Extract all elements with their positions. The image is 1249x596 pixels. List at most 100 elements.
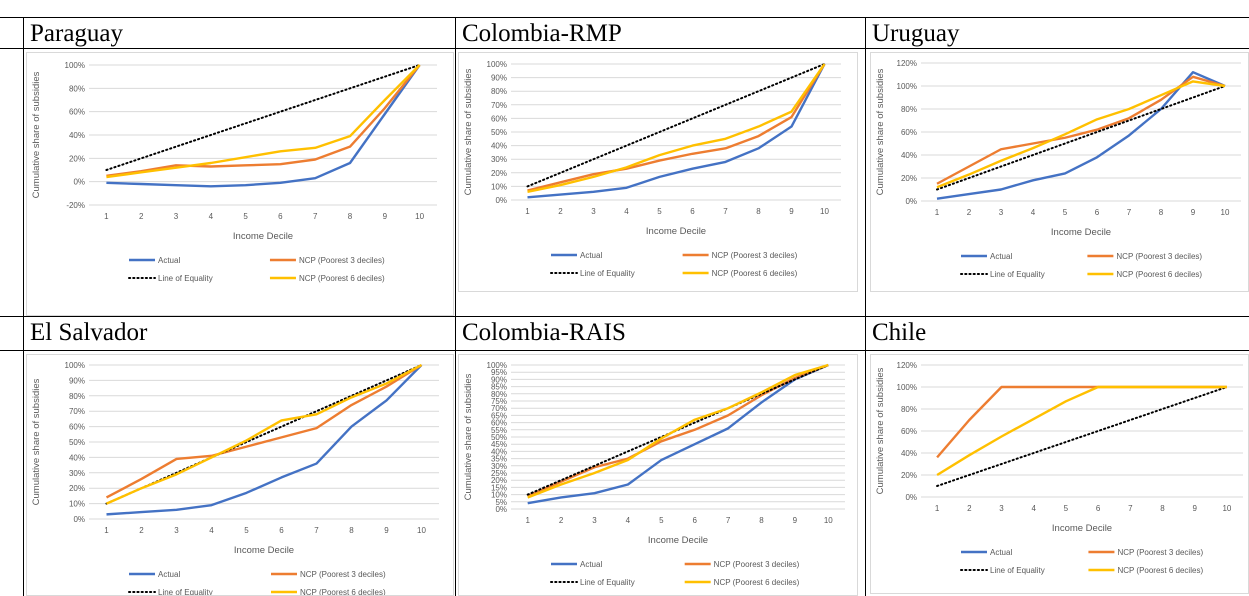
series-line	[106, 364, 423, 516]
x-tick-label: 10	[820, 207, 829, 216]
series-line	[936, 386, 1228, 487]
y-tick-label: 100%	[487, 361, 507, 370]
y-axis-title: Cumulative share of subsidies	[463, 373, 474, 500]
chart-cell: El Salvador	[24, 316, 455, 596]
legend-label: NCP (Poorest 3 deciles)	[714, 560, 800, 569]
y-tick-label: 20%	[901, 174, 917, 183]
y-tick-label: 15%	[491, 483, 507, 492]
y-tick-label: 45%	[491, 440, 507, 449]
series-line	[106, 363, 423, 505]
x-tick-label: 2	[139, 212, 144, 221]
chart-cell: Paraguay	[24, 17, 455, 316]
y-tick-label: 60%	[901, 427, 917, 436]
x-tick-label: 2	[967, 504, 972, 513]
y-axis-title: Cumulative share of subsidies	[875, 68, 886, 195]
x-tick-label: 3	[592, 516, 597, 525]
x-tick-label: 4	[1031, 504, 1036, 513]
x-tick-label: 1	[935, 208, 940, 217]
legend-label: NCP (Poorest 6 deciles)	[712, 269, 798, 278]
chart-title: Colombia-RAIS	[462, 319, 626, 346]
chart-cell: Colombia-RMP	[456, 17, 865, 316]
series-line	[106, 64, 421, 188]
x-tick-label: 6	[690, 207, 695, 216]
x-tick-label: 5	[1063, 208, 1068, 217]
x-tick-label: 1	[104, 526, 109, 535]
x-tick-label: 3	[999, 208, 1004, 217]
x-tick-label: 1	[525, 516, 530, 525]
x-tick-label: 9	[793, 516, 798, 525]
series-line	[527, 363, 829, 505]
y-tick-label: 5%	[495, 498, 507, 507]
y-tick-label: 75%	[491, 397, 507, 406]
legend-label: NCP (Poorest 6 deciles)	[299, 274, 385, 283]
x-axis-title: Income Decile	[233, 231, 293, 242]
legend-label: NCP (Poorest 3 deciles)	[1116, 252, 1202, 261]
x-tick-label: 6	[1096, 504, 1101, 513]
y-tick-label: 20%	[69, 154, 85, 163]
legend-label: Line of Equality	[158, 274, 213, 283]
x-tick-label: 10	[1221, 208, 1230, 217]
chart-cell: Uruguay	[866, 17, 1249, 316]
chart-frame: 120% 100% 80% 60% 40% 20% 0% 1 2 3 4 5 6 7 8 9 10 Income …	[870, 354, 1249, 594]
x-tick-label: 5	[243, 212, 248, 221]
y-tick-label: 30%	[69, 469, 85, 478]
x-tick-label: 3	[174, 526, 179, 535]
y-tick-label: 40%	[901, 151, 917, 160]
chart-title: Uruguay	[872, 20, 960, 47]
x-tick-label: 10	[1222, 504, 1231, 513]
x-tick-label: 6	[278, 212, 283, 221]
series-line	[936, 385, 1227, 477]
series-line	[936, 85, 1226, 191]
x-tick-label: 7	[1127, 208, 1132, 217]
x-tick-label: 4	[209, 526, 214, 535]
y-tick-label: 10%	[69, 500, 85, 509]
x-tick-label: 4	[626, 516, 631, 525]
y-tick-label: 80%	[901, 105, 917, 114]
legend-label: NCP (Poorest 6 deciles)	[300, 588, 386, 596]
x-tick-label: 3	[174, 212, 179, 221]
y-tick-label: 85%	[491, 383, 507, 392]
x-tick-label: 2	[559, 516, 564, 525]
y-tick-label: 50%	[491, 128, 507, 137]
series-line	[105, 64, 421, 171]
series-line	[105, 364, 423, 505]
x-axis-title: Income Decile	[234, 545, 294, 556]
x-tick-label: 9	[789, 207, 794, 216]
x-tick-label: 10	[417, 526, 426, 535]
chart-title: Chile	[872, 319, 927, 346]
x-tick-label: 8	[759, 516, 764, 525]
legend-label: NCP (Poorest 6 deciles)	[1117, 566, 1203, 575]
x-tick-label: 4	[624, 207, 629, 216]
x-tick-label: 8	[348, 212, 353, 221]
chart-frame: 100% 95% 90% 85% 80% 75% 70% 65% 60% 55% 50% 45% 40%…	[458, 354, 858, 596]
y-tick-label: 80%	[69, 84, 85, 93]
y-tick-label: 30%	[491, 155, 507, 164]
y-tick-label: 40%	[901, 449, 917, 458]
x-tick-label: 4	[209, 212, 214, 221]
legend-label: NCP (Poorest 6 deciles)	[714, 578, 800, 587]
y-tick-label: 25%	[491, 469, 507, 478]
line-chart: 100% 80% 60% 40% 20% 0% -20% 1 2 3 4 5 6 7 8 9 10 Income …	[31, 61, 437, 283]
y-tick-label: 20%	[69, 484, 85, 493]
chart-cell: Colombia-RAIS	[456, 316, 865, 596]
line-chart: 120% 100% 80% 60% 40% 20% 0% 1 2 3 4 5 6 7 8 9 10 Income …	[875, 59, 1241, 279]
y-tick-label: 60%	[901, 128, 917, 137]
y-tick-label: 70%	[69, 407, 85, 416]
legend-label: Actual	[580, 560, 602, 569]
legend-label: Line of Equality	[990, 566, 1045, 575]
x-tick-label: 8	[756, 207, 761, 216]
x-tick-label: 5	[659, 516, 664, 525]
x-tick-label: 4	[1031, 208, 1036, 217]
x-tick-label: 10	[824, 516, 833, 525]
x-tick-label: 5	[1064, 504, 1069, 513]
legend-label: NCP (Poorest 6 deciles)	[1116, 270, 1202, 279]
legend-label: NCP (Poorest 3 deciles)	[300, 570, 386, 579]
x-tick-label: 10	[415, 212, 424, 221]
chart-title: Paraguay	[30, 20, 124, 47]
y-tick-label: 60%	[491, 114, 507, 123]
legend-label: Line of Equality	[580, 578, 635, 587]
legend-label: Actual	[580, 251, 602, 260]
y-tick-label: 0%	[905, 197, 917, 206]
y-tick-label: 0%	[73, 515, 85, 524]
